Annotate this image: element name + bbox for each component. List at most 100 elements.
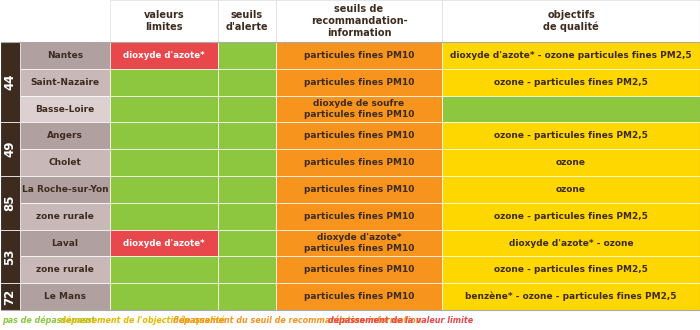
Bar — [218, 42, 276, 69]
Bar — [442, 96, 700, 122]
Text: dioxyde d'azote*
particules fines PM10: dioxyde d'azote* particules fines PM10 — [304, 233, 414, 253]
Text: seuils
d'alerte: seuils d'alerte — [225, 10, 268, 32]
Bar — [20, 283, 110, 310]
Bar — [110, 149, 218, 176]
Text: Angers: Angers — [47, 131, 83, 140]
Text: dioxyde d'azote* - ozone: dioxyde d'azote* - ozone — [509, 239, 634, 248]
Text: particules fines PM10: particules fines PM10 — [304, 51, 414, 60]
Text: benzène* - ozone - particules fines PM2,5: benzène* - ozone - particules fines PM2,… — [466, 292, 677, 301]
Bar — [20, 203, 110, 230]
Text: particules fines PM10: particules fines PM10 — [304, 265, 414, 274]
Bar — [276, 256, 442, 283]
Bar — [218, 96, 276, 122]
Bar — [0, 230, 20, 283]
Text: ozone: ozone — [556, 185, 586, 194]
Bar — [218, 69, 276, 96]
Bar — [218, 283, 276, 310]
Bar — [442, 42, 700, 69]
Bar — [0, 42, 20, 122]
Bar — [110, 0, 218, 42]
Bar — [0, 122, 20, 176]
Bar — [442, 149, 700, 176]
Text: dioxyde d'azote* - ozone particules fines PM2,5: dioxyde d'azote* - ozone particules fine… — [450, 51, 692, 60]
Bar — [276, 230, 442, 256]
Bar — [442, 256, 700, 283]
Bar — [218, 203, 276, 230]
Bar — [442, 69, 700, 96]
Text: Nantes: Nantes — [47, 51, 83, 60]
Bar — [218, 0, 276, 42]
Bar — [20, 230, 110, 256]
Bar — [110, 42, 218, 69]
Bar — [442, 122, 700, 149]
Text: 53: 53 — [4, 248, 17, 265]
Bar — [276, 42, 442, 69]
Bar — [20, 149, 110, 176]
Text: ozone - particules fines PM2,5: ozone - particules fines PM2,5 — [494, 265, 648, 274]
Bar — [218, 230, 276, 256]
Text: dépassement du seuil de recommandation-information: dépassement du seuil de recommandation-i… — [173, 315, 421, 325]
Text: particules fines PM10: particules fines PM10 — [304, 185, 414, 194]
Bar — [110, 69, 218, 96]
Bar — [442, 283, 700, 310]
Text: Le Mans: Le Mans — [44, 292, 86, 301]
Bar — [276, 122, 442, 149]
Bar — [20, 122, 110, 149]
Text: dépassement de la valeur limite: dépassement de la valeur limite — [328, 315, 472, 325]
Text: dépassement de l'objectif de qualité: dépassement de l'objectif de qualité — [60, 315, 225, 325]
Bar — [276, 96, 442, 122]
Text: Cholet: Cholet — [48, 158, 81, 167]
Text: particules fines PM10: particules fines PM10 — [304, 131, 414, 140]
Bar — [20, 256, 110, 283]
Text: ozone - particules fines PM2,5: ozone - particules fines PM2,5 — [494, 78, 648, 87]
Bar — [20, 96, 110, 122]
Bar — [110, 203, 218, 230]
Text: ozone: ozone — [556, 158, 586, 167]
Bar — [276, 176, 442, 203]
Bar — [442, 0, 700, 42]
Text: dioxyde d'azote*: dioxyde d'azote* — [123, 239, 205, 248]
Bar — [218, 122, 276, 149]
Text: pas de dépassement: pas de dépassement — [2, 315, 95, 325]
Text: zone rurale: zone rurale — [36, 212, 94, 221]
Bar — [110, 122, 218, 149]
Bar — [0, 176, 20, 230]
Bar — [276, 203, 442, 230]
Bar — [218, 256, 276, 283]
Text: La Roche-sur-Yon: La Roche-sur-Yon — [22, 185, 108, 194]
Text: dioxyde de soufre
particules fines PM10: dioxyde de soufre particules fines PM10 — [304, 99, 414, 119]
Bar — [110, 230, 218, 256]
Bar — [276, 283, 442, 310]
Bar — [0, 283, 20, 310]
Text: 72: 72 — [4, 288, 17, 305]
Text: seuils de
recommandation-
information: seuils de recommandation- information — [311, 4, 407, 38]
Text: valeurs
limites: valeurs limites — [144, 10, 184, 32]
Text: 44: 44 — [4, 74, 17, 90]
Bar — [276, 0, 442, 42]
Bar — [110, 283, 218, 310]
Bar — [442, 230, 700, 256]
Text: Laval: Laval — [52, 239, 78, 248]
Bar — [20, 176, 110, 203]
Bar — [20, 69, 110, 96]
Bar — [218, 176, 276, 203]
Bar — [110, 256, 218, 283]
Text: particules fines PM10: particules fines PM10 — [304, 78, 414, 87]
Text: Basse-Loire: Basse-Loire — [36, 105, 94, 114]
Bar — [442, 203, 700, 230]
Bar — [110, 96, 218, 122]
Text: particules fines PM10: particules fines PM10 — [304, 158, 414, 167]
Bar — [276, 149, 442, 176]
Text: ozone - particules fines PM2,5: ozone - particules fines PM2,5 — [494, 131, 648, 140]
Bar — [442, 176, 700, 203]
Text: Saint-Nazaire: Saint-Nazaire — [30, 78, 99, 87]
Text: dioxyde d'azote*: dioxyde d'azote* — [123, 51, 205, 60]
Bar — [0, 0, 110, 42]
Bar — [20, 42, 110, 69]
Bar — [218, 149, 276, 176]
Bar — [110, 176, 218, 203]
Text: 85: 85 — [4, 195, 17, 211]
Text: particules fines PM10: particules fines PM10 — [304, 212, 414, 221]
Text: zone rurale: zone rurale — [36, 265, 94, 274]
Bar — [276, 69, 442, 96]
